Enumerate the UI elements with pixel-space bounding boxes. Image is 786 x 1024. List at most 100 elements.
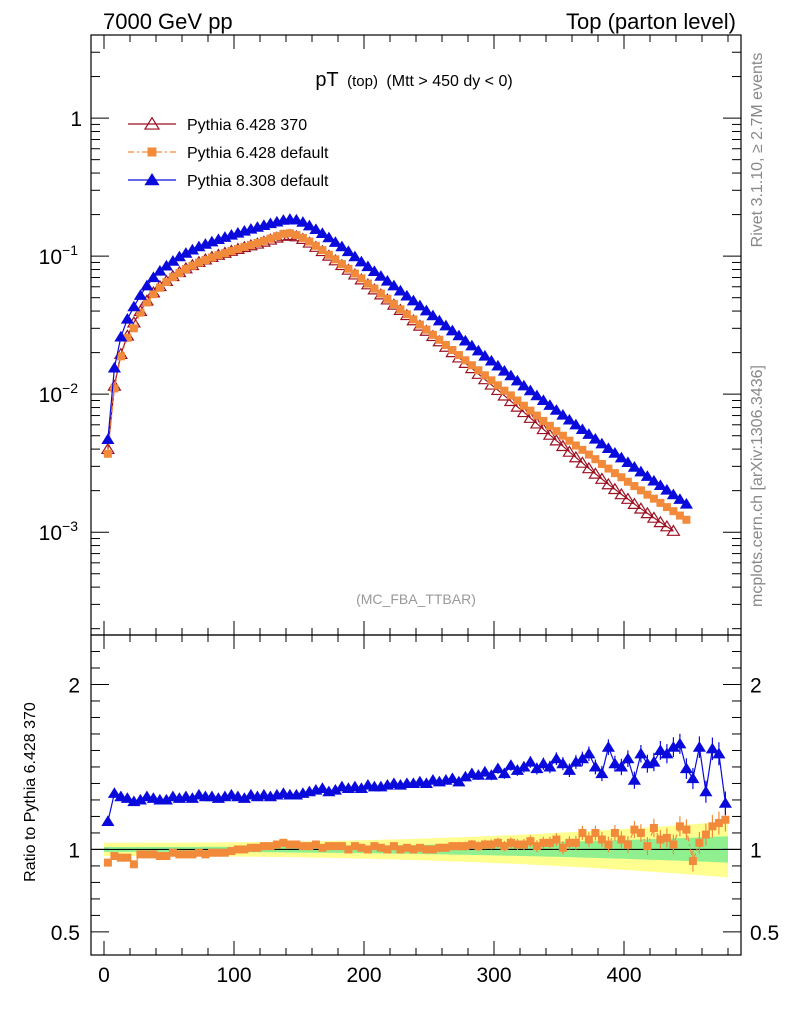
data-point: [116, 352, 125, 361]
data-point: [279, 229, 288, 238]
y-tick-label-exponent: −3: [62, 518, 78, 534]
ratio-y-tick-label-right: 1: [750, 839, 762, 862]
ratio-point: [350, 842, 359, 851]
data-point: [114, 330, 128, 342]
plot-title-small: (top): [347, 73, 378, 90]
data-point: [428, 330, 437, 339]
ratio-y-tick-label: 1: [68, 839, 80, 862]
ratio-point: [435, 843, 444, 852]
data-point: [110, 384, 119, 393]
data-point: [588, 432, 602, 444]
data-point: [331, 255, 340, 264]
data-point: [107, 361, 121, 373]
ratio-point: [549, 752, 563, 764]
ratio-point: [149, 850, 158, 859]
data-point: [666, 488, 680, 500]
ratio-point: [246, 843, 255, 852]
data-point: [493, 381, 502, 390]
data-point: [439, 319, 453, 331]
ratio-point: [497, 767, 511, 779]
data-point: [500, 386, 509, 395]
ratio-point: [610, 828, 619, 837]
ratio-point: [718, 797, 732, 808]
main-plot-series: [100, 213, 693, 536]
ratio-plot-series: [101, 733, 732, 872]
data-point: [474, 366, 483, 375]
legend-marker: [147, 147, 157, 157]
ratio-point: [647, 755, 661, 767]
data-point: [504, 369, 518, 381]
x-tick-label: 400: [606, 964, 641, 987]
data-point: [419, 304, 433, 316]
ratio-point: [513, 840, 522, 849]
data-point: [350, 269, 359, 278]
data-point: [133, 289, 147, 300]
ratio-plot-axes: 0.5 0.5 1 1 2 2 0 100 200 300 400: [51, 635, 779, 987]
ratio-point: [673, 737, 687, 749]
data-point: [441, 341, 450, 350]
ratio-point: [504, 759, 518, 770]
ratio-point: [532, 842, 541, 851]
data-point: [344, 264, 353, 273]
header-energy-label: 7000 GeV pp: [103, 9, 233, 34]
data-point: [562, 413, 576, 425]
data-point: [324, 250, 333, 259]
ratio-point: [653, 744, 667, 756]
ratio-point: [201, 850, 210, 859]
ratio-point: [116, 853, 125, 862]
ratio-point: [129, 860, 138, 869]
data-point: [530, 389, 544, 401]
ratio-point: [558, 843, 567, 852]
ratio-point: [227, 847, 236, 856]
ratio-point: [604, 840, 613, 849]
plot-title-main: pT: [315, 69, 338, 91]
ratio-point: [298, 842, 307, 851]
data-point: [142, 298, 151, 307]
ratio-point: [337, 842, 346, 851]
data-point: [584, 450, 593, 459]
ratio-point: [415, 843, 424, 852]
ratio-point: [272, 840, 281, 849]
ratio-point: [621, 752, 635, 764]
data-point: [461, 356, 470, 365]
analysis-watermark: (MC_FBA_TTBAR): [356, 591, 476, 607]
legend: Pythia 6.428 370 Pythia 6.428 default Pyth…: [128, 116, 329, 190]
data-point: [608, 447, 622, 458]
ratio-point: [370, 842, 379, 851]
data-point: [675, 511, 684, 520]
y-tick-label: 1: [70, 108, 82, 131]
data-point: [582, 428, 596, 439]
data-point: [220, 249, 229, 258]
data-point: [289, 213, 303, 225]
data-point: [510, 374, 524, 386]
ratio-point: [107, 787, 121, 798]
ratio-point: [311, 840, 320, 849]
data-point: [526, 406, 535, 415]
ratio-point: [562, 764, 576, 775]
ratio-point: [556, 757, 570, 769]
data-point: [454, 351, 463, 360]
ratio-point: [675, 822, 684, 831]
ratio-point: [487, 840, 496, 849]
data-point: [445, 324, 459, 336]
data-point: [643, 490, 652, 499]
ratio-point: [363, 845, 372, 854]
ratio-point: [491, 762, 505, 774]
data-point: [367, 265, 381, 276]
ratio-series-2: [101, 733, 732, 826]
data-point: [549, 404, 563, 415]
ratio-series-1: [103, 807, 730, 872]
data-point: [387, 279, 401, 291]
data-point: [435, 335, 444, 344]
data-point: [422, 325, 431, 334]
data-point: [627, 461, 641, 472]
ratio-point: [630, 825, 639, 834]
data-point: [296, 216, 310, 227]
plot-title: pT (top) (Mtt > 450 dy < 0): [315, 69, 512, 91]
data-point: [595, 437, 609, 449]
data-point: [389, 300, 398, 309]
data-point: [601, 477, 616, 490]
ratio-point: [565, 838, 574, 847]
ratio-point: [705, 742, 719, 754]
data-point: [620, 492, 635, 504]
